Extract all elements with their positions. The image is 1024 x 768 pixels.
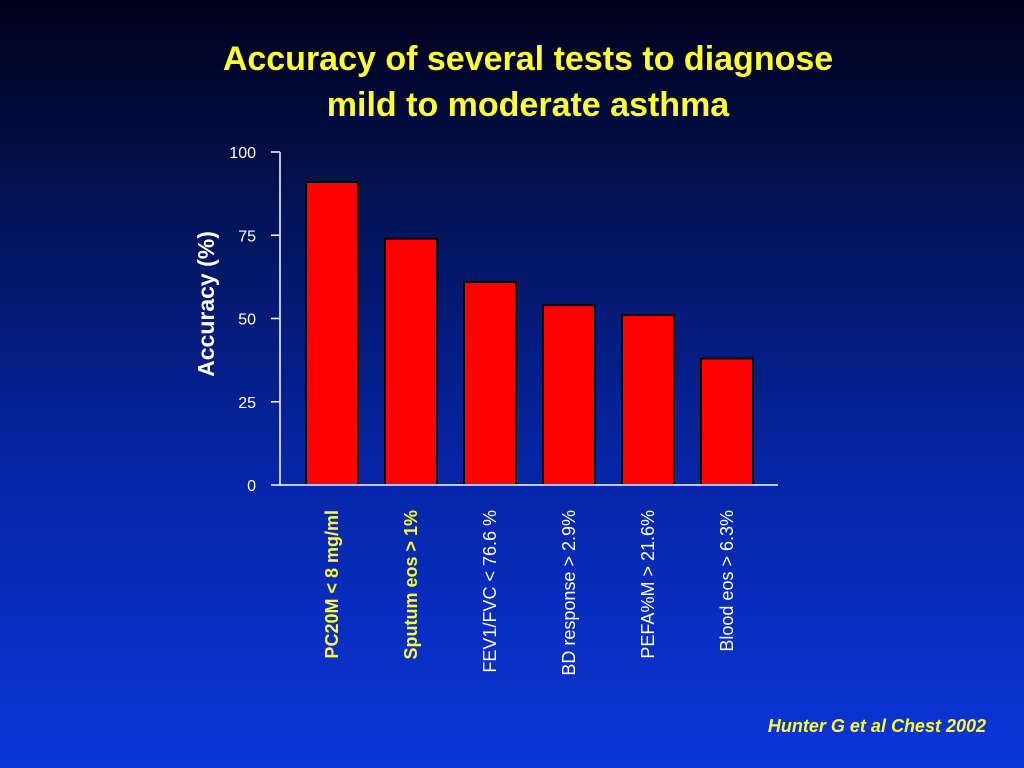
bar: [305, 180, 359, 486]
title-line-2: mild to moderate asthma: [326, 86, 730, 124]
bars-group: [305, 180, 754, 487]
x-tick-label: PEFA%M > 21.6%: [638, 510, 658, 659]
x-tick-labels-group: PC20M < 8 mg/ml Sputum eos > 1% FEV1/FVC <…: [322, 510, 737, 676]
y-tick-label: 25: [238, 395, 256, 412]
bar: [621, 314, 675, 487]
bar: [384, 237, 438, 486]
y-axis-label: Accuracy (%): [193, 231, 219, 377]
slide-title: Accuracy of several tests to diagnose mi…: [0, 36, 1024, 128]
x-tick-label: FEV1/FVC < 76.6 %: [480, 510, 500, 673]
x-tick-label: PC20M < 8 mg/ml: [322, 510, 342, 659]
y-ticks-group: 0 25 50 75 100: [229, 145, 280, 495]
bar: [463, 280, 517, 486]
title-line-1: Accuracy of several tests to diagnose: [222, 40, 834, 78]
x-tick-label: Blood eos > 6.3%: [717, 510, 737, 652]
source-citation: Hunter G et al Chest 2002: [767, 716, 986, 736]
y-tick-label: 50: [238, 312, 256, 329]
y-tick-label: 100: [229, 145, 256, 162]
bar: [542, 304, 596, 486]
x-tick-label: Sputum eos > 1%: [401, 510, 421, 660]
y-tick-label: 75: [238, 228, 256, 245]
bar: [700, 357, 754, 486]
x-tick-label: BD response > 2.9%: [559, 510, 579, 676]
y-tick-label: 0: [247, 478, 256, 495]
